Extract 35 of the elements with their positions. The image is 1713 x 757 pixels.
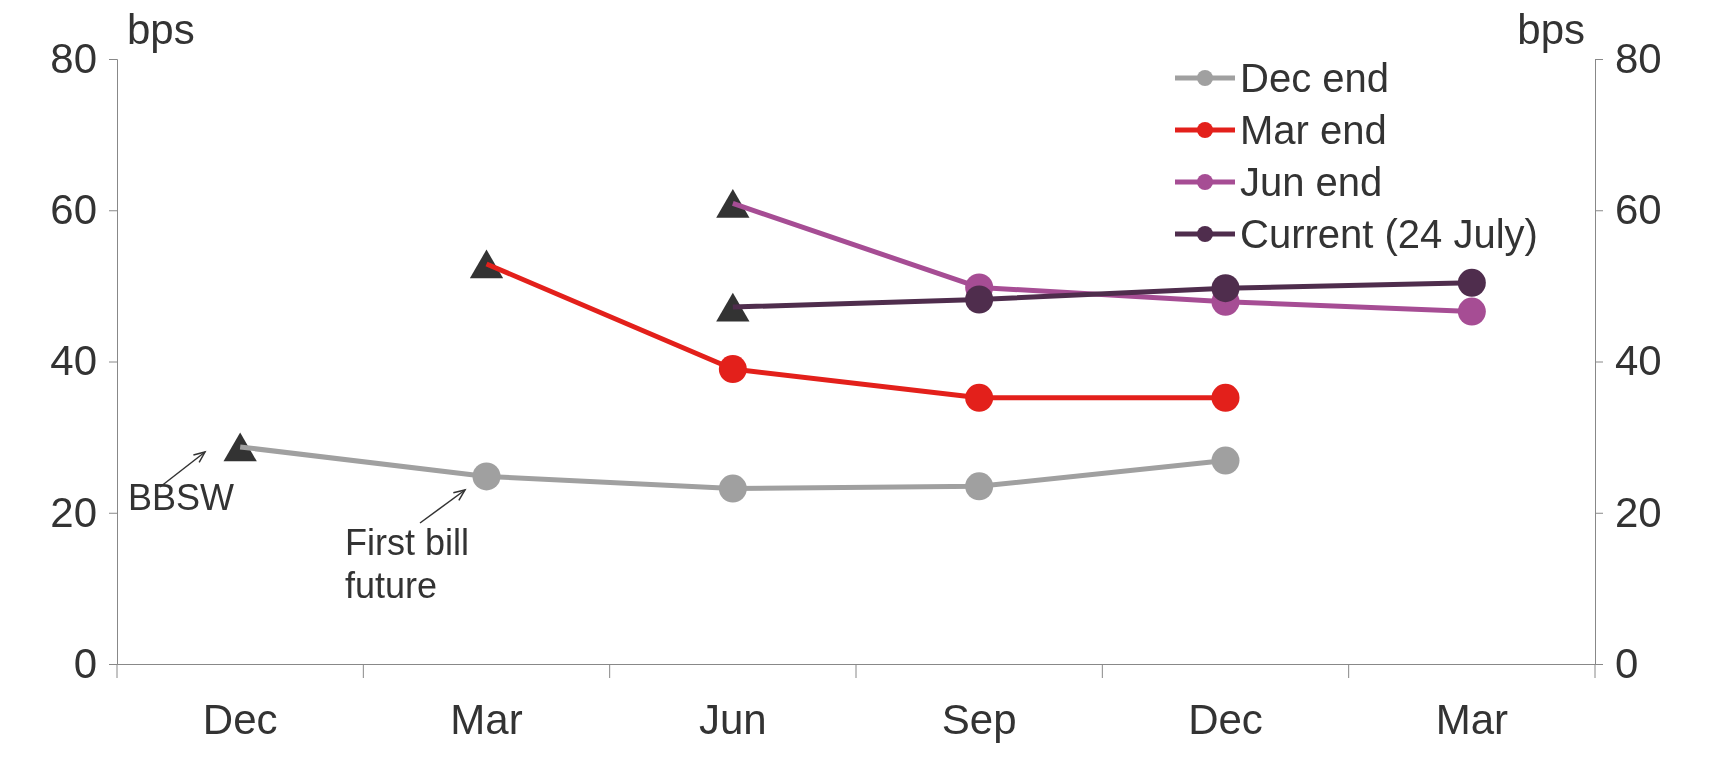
x-tick-label: Jun	[698, 695, 767, 743]
point	[472, 462, 501, 491]
x-tick-label: Dec	[1188, 695, 1263, 743]
legend-label: Mar end	[1240, 108, 1387, 152]
y-axis-title: bps	[127, 6, 195, 53]
y2-tick-label: 0	[1615, 639, 1639, 687]
y-tick-label: 80	[50, 34, 97, 82]
annotation: BBSW	[128, 477, 235, 518]
annotation: First bill future	[345, 522, 469, 607]
y-tick-label: 60	[50, 186, 97, 234]
point	[718, 474, 747, 503]
point	[1211, 383, 1240, 412]
point	[1457, 297, 1486, 326]
point	[965, 472, 994, 501]
x-tick-label: Mar	[450, 695, 523, 743]
x-tick-label: Mar	[1435, 695, 1509, 743]
y2-tick-label: 80	[1615, 34, 1662, 82]
y-tick-label: 0	[73, 639, 97, 687]
point	[1211, 446, 1240, 475]
point	[1211, 274, 1240, 303]
y2-axis-title: bps	[1517, 6, 1585, 53]
legend-label: Current (24 July)	[1240, 212, 1538, 256]
legend-label: Jun end	[1240, 160, 1383, 204]
y-tick-label: 40	[50, 337, 97, 385]
legend-label: Dec end	[1240, 56, 1389, 100]
point	[718, 355, 747, 384]
y2-tick-label: 60	[1615, 186, 1662, 234]
y2-tick-label: 40	[1615, 337, 1662, 385]
x-tick-label: Dec	[202, 695, 278, 743]
y2-tick-label: 20	[1615, 488, 1662, 536]
x-tick-label: Sep	[941, 695, 1017, 743]
y-tick-label: 20	[50, 488, 97, 536]
point	[965, 285, 994, 314]
point	[965, 383, 994, 412]
point	[1457, 268, 1486, 297]
